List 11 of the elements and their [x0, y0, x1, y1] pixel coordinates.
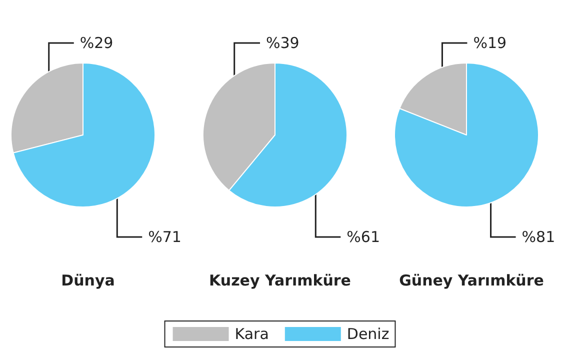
data-label: %81: [522, 228, 556, 246]
legend-label: Deniz: [346, 325, 390, 343]
data-label: %39: [266, 34, 300, 52]
data-label: %71: [148, 228, 182, 246]
data-label: %61: [346, 228, 380, 246]
text: Dünya: [61, 272, 115, 290]
legend-label: Kara: [234, 325, 269, 343]
text: Güney Yarımküre: [399, 272, 544, 290]
text: Kuzey Yarımküre: [209, 272, 351, 290]
data-label: %19: [473, 34, 507, 52]
data-label: %29: [80, 34, 114, 52]
